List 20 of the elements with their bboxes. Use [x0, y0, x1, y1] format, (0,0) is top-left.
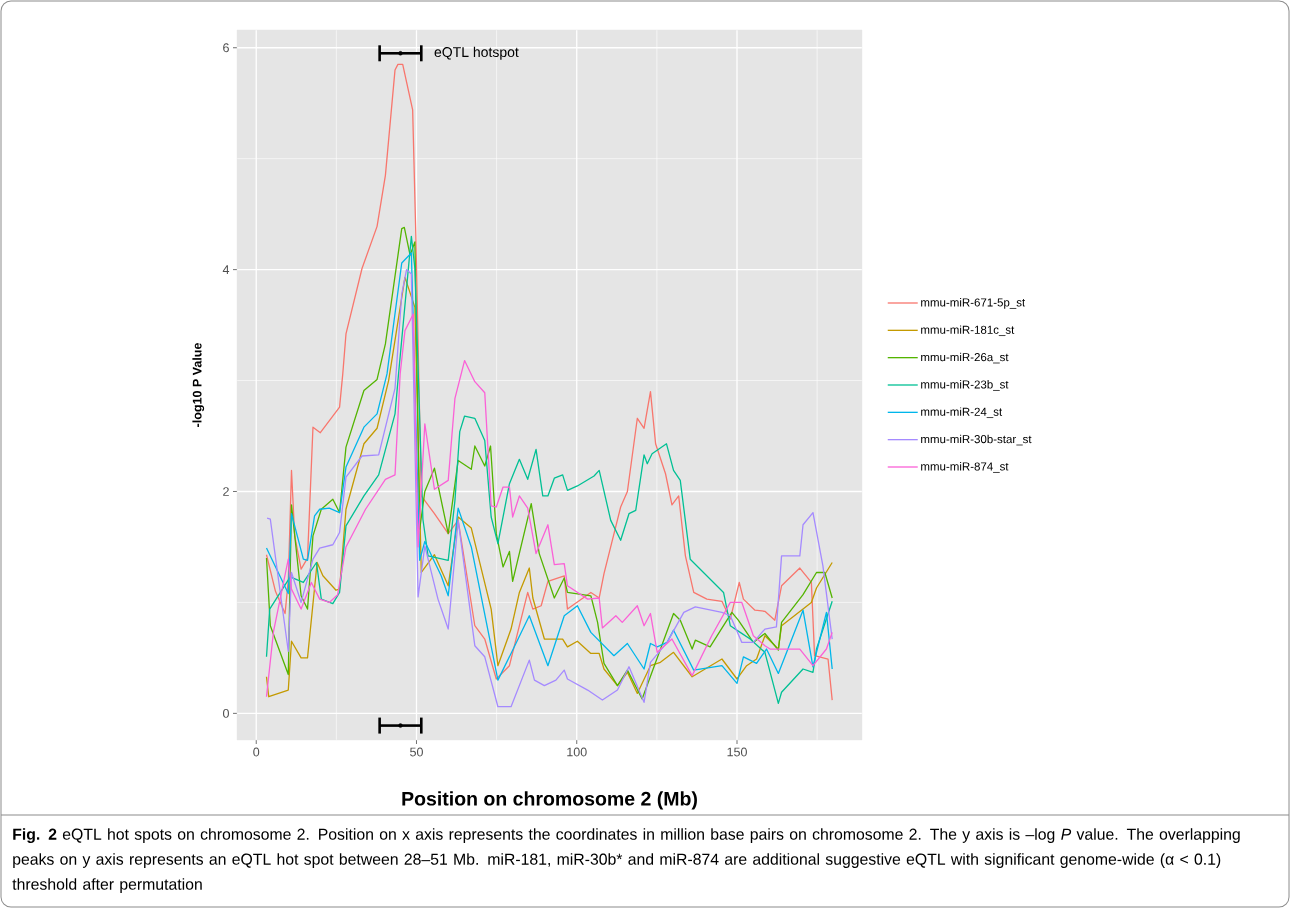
legend-label: mmu-miR-181c_st	[921, 325, 1015, 337]
legend-label: mmu-miR-30b-star_st	[921, 434, 1032, 446]
annotation: eQTL hotspot	[434, 46, 519, 60]
y-tick-label: 2	[223, 487, 229, 496]
legend-label: mmu-miR-671-5p_st	[921, 298, 1026, 309]
legend-label: mmu-miR-23b_st	[921, 380, 1009, 391]
line-series	[265, 63, 833, 701]
y-axis-title: -log10 P Value	[192, 343, 205, 427]
y-tick-label: 6	[223, 43, 229, 53]
x-tick-label: 150	[727, 747, 747, 757]
x-tick-label: 0	[253, 747, 260, 757]
text: Fig. 2 eQTL hot spots on chromosome 2. Position on x axis represents the coordinates in million base pairs on chromosome 2. The y axis is –log P value. The overlapping peaks on y axis represents an eQTL hot spot between 28–51 Mb. miR-181, miR-30b* and miR-874 are additional suggestive eQTL with significant genome-wide (α < 0.1) threshold after permutation	[12, 828, 1240, 893]
legend-label: mmu-miR-874_st	[921, 462, 1009, 473]
y-tick-label: 4	[222, 265, 230, 274]
x-axis-title: Position on chromosome 2 (Mb)	[402, 791, 697, 810]
y-tick-label: 0	[223, 708, 229, 718]
legend-label: mmu-miR-26a_st	[921, 352, 1009, 364]
x-tick-label: 50	[410, 747, 423, 757]
x-tick-label: 100	[567, 747, 587, 757]
legend-label: mmu-miR-24_st	[921, 407, 1003, 419]
